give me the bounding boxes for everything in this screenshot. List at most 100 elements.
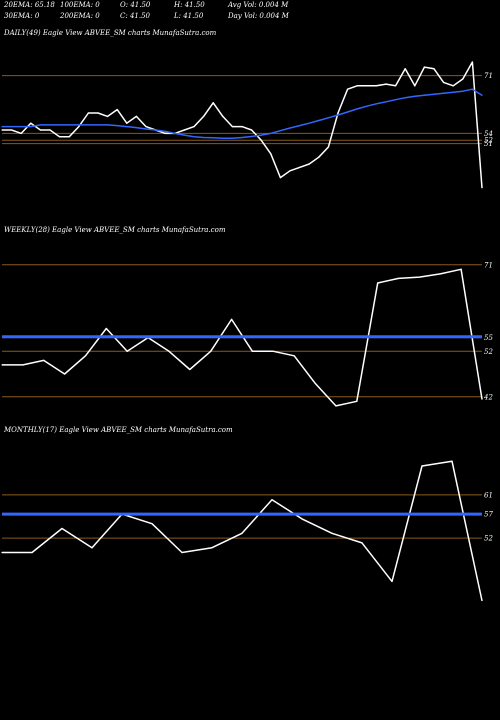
daily-data-point [49, 124, 51, 126]
daily-chart-title: DAILY(49) Eagle View ABVEE_SM charts Mun… [4, 29, 217, 37]
daily-data-point [59, 124, 61, 126]
weekly-data-point [335, 405, 337, 407]
daily-data-point [164, 132, 166, 134]
daily-data-point [337, 114, 339, 116]
daily-data-point [193, 126, 195, 128]
daily-data-point [183, 134, 185, 136]
monthly-data-point [1, 551, 3, 554]
daily-data-point [356, 108, 358, 110]
daily-data-point [1, 126, 3, 128]
daily-data-point [375, 103, 377, 105]
daily-data-point [78, 126, 80, 128]
weekly-data-point [84, 355, 87, 357]
daily-data-point [471, 61, 473, 63]
monthly-price-line [2, 460, 483, 601]
daily-data-point [318, 119, 320, 122]
daily-data-point [481, 94, 483, 96]
daily-data-point [299, 166, 301, 168]
daily-data-point [39, 129, 42, 131]
daily-data-point [414, 85, 416, 87]
daily-data-point [251, 135, 253, 138]
weekly-level-label: 71 [484, 261, 493, 269]
weekly-level-label: 52 [484, 348, 493, 356]
daily-data-point [87, 112, 89, 114]
daily-data-point [107, 115, 109, 117]
monthly-data-point [331, 532, 333, 534]
weekly-level-label: 55 [484, 334, 493, 342]
daily-level-label: 71 [484, 72, 493, 80]
daily-data-point [231, 137, 233, 139]
weekly-data-point [22, 364, 24, 366]
weekly-data-point [43, 359, 45, 361]
daily-data-point [174, 132, 176, 134]
daily-data-point [20, 132, 22, 134]
weekly-chart: 71 55 52 42 [1, 261, 493, 407]
daily-data-point [203, 115, 205, 117]
weekly-data-point [64, 373, 66, 375]
day-vol-stat: Day Vol: 0.004 M [228, 12, 289, 20]
daily-data-point [78, 124, 80, 126]
daily-data-point [231, 126, 233, 128]
open-stat: O: 41.50 [120, 1, 151, 9]
daily-data-point [260, 139, 262, 141]
daily-data-point [347, 88, 349, 90]
daily-data-point [135, 127, 137, 129]
daily-data-point [222, 137, 224, 139]
monthly-data-point [241, 532, 243, 534]
daily-data-point [68, 124, 70, 126]
daily-data-point [471, 88, 473, 90]
daily-data-point [452, 91, 454, 93]
daily-data-point [107, 124, 109, 126]
daily-data-point [126, 126, 128, 128]
monthly-data-point [361, 542, 363, 544]
daily-data-point [366, 85, 368, 87]
weekly-data-point [377, 282, 379, 284]
daily-data-point [126, 122, 128, 124]
monthly-data-point [421, 465, 423, 467]
monthly-data-point [391, 580, 393, 582]
monthly-data-point [211, 547, 213, 549]
weekly-data-point [126, 350, 128, 352]
weekly-data-point [293, 355, 295, 357]
daily-data-point [347, 111, 349, 113]
daily-data-point [116, 109, 118, 111]
monthly-data-point [181, 551, 183, 554]
weekly-chart-title: WEEKLY(28) Eagle View ABVEE_SM charts Mu… [4, 226, 226, 234]
daily-data-point [203, 136, 205, 139]
daily-data-point [414, 95, 416, 97]
ema30-stat: 30EMA: 0 [4, 12, 40, 20]
monthly-chart: 61 57 52 [1, 460, 493, 602]
monthly-level-label: 52 [484, 535, 493, 543]
monthly-data-point [481, 599, 483, 602]
daily-data-point [260, 134, 262, 136]
daily-data-point [135, 115, 137, 117]
daily-data-point [366, 105, 368, 107]
daily-data-point [116, 124, 118, 127]
daily-data-point [145, 126, 147, 128]
monthly-data-point [451, 460, 453, 462]
daily-data-point [433, 93, 435, 95]
daily-data-point [395, 85, 397, 87]
daily-data-point [308, 122, 310, 124]
daily-data-point [337, 112, 339, 114]
daily-data-point [183, 129, 185, 131]
daily-data-point [279, 177, 281, 179]
daily-level-label: 51 [484, 140, 493, 148]
daily-data-point [1, 129, 3, 131]
daily-data-point [452, 85, 454, 87]
daily-data-point [375, 85, 377, 87]
daily-level-label: 52 [484, 137, 493, 145]
daily-data-point [193, 136, 195, 138]
daily-data-point [241, 126, 243, 128]
daily-data-point [443, 92, 445, 94]
weekly-data-point [460, 268, 462, 270]
daily-data-point [404, 97, 406, 99]
weekly-data-point [189, 368, 191, 371]
daily-data-point [433, 68, 435, 70]
weekly-data-point [230, 318, 233, 320]
daily-data-point [212, 102, 214, 104]
monthly-data-point [61, 527, 63, 530]
daily-data-point [289, 170, 291, 172]
daily-data-point [423, 94, 425, 96]
